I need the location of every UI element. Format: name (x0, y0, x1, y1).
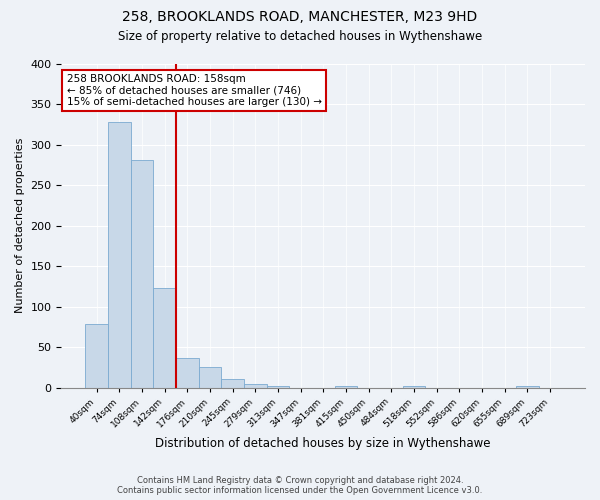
Text: Size of property relative to detached houses in Wythenshawe: Size of property relative to detached ho… (118, 30, 482, 43)
Bar (516, 386, 539, 388)
Bar (199, 368, 221, 388)
Y-axis label: Number of detached properties: Number of detached properties (15, 138, 25, 314)
Bar (131, 160, 153, 388)
Bar (85, 324, 108, 388)
Bar (108, 122, 131, 388)
Bar (266, 386, 289, 388)
Text: Contains HM Land Registry data © Crown copyright and database right 2024.
Contai: Contains HM Land Registry data © Crown c… (118, 476, 482, 495)
Bar (335, 386, 357, 388)
Text: 258, BROOKLANDS ROAD, MANCHESTER, M23 9HD: 258, BROOKLANDS ROAD, MANCHESTER, M23 9H… (122, 10, 478, 24)
Bar (403, 386, 425, 388)
Bar (221, 380, 244, 388)
Bar (244, 384, 266, 388)
X-axis label: Distribution of detached houses by size in Wythenshawe: Distribution of detached houses by size … (155, 437, 491, 450)
Text: 258 BROOKLANDS ROAD: 158sqm
← 85% of detached houses are smaller (746)
15% of se: 258 BROOKLANDS ROAD: 158sqm ← 85% of det… (67, 74, 322, 107)
Bar (176, 358, 199, 388)
Bar (153, 288, 176, 388)
